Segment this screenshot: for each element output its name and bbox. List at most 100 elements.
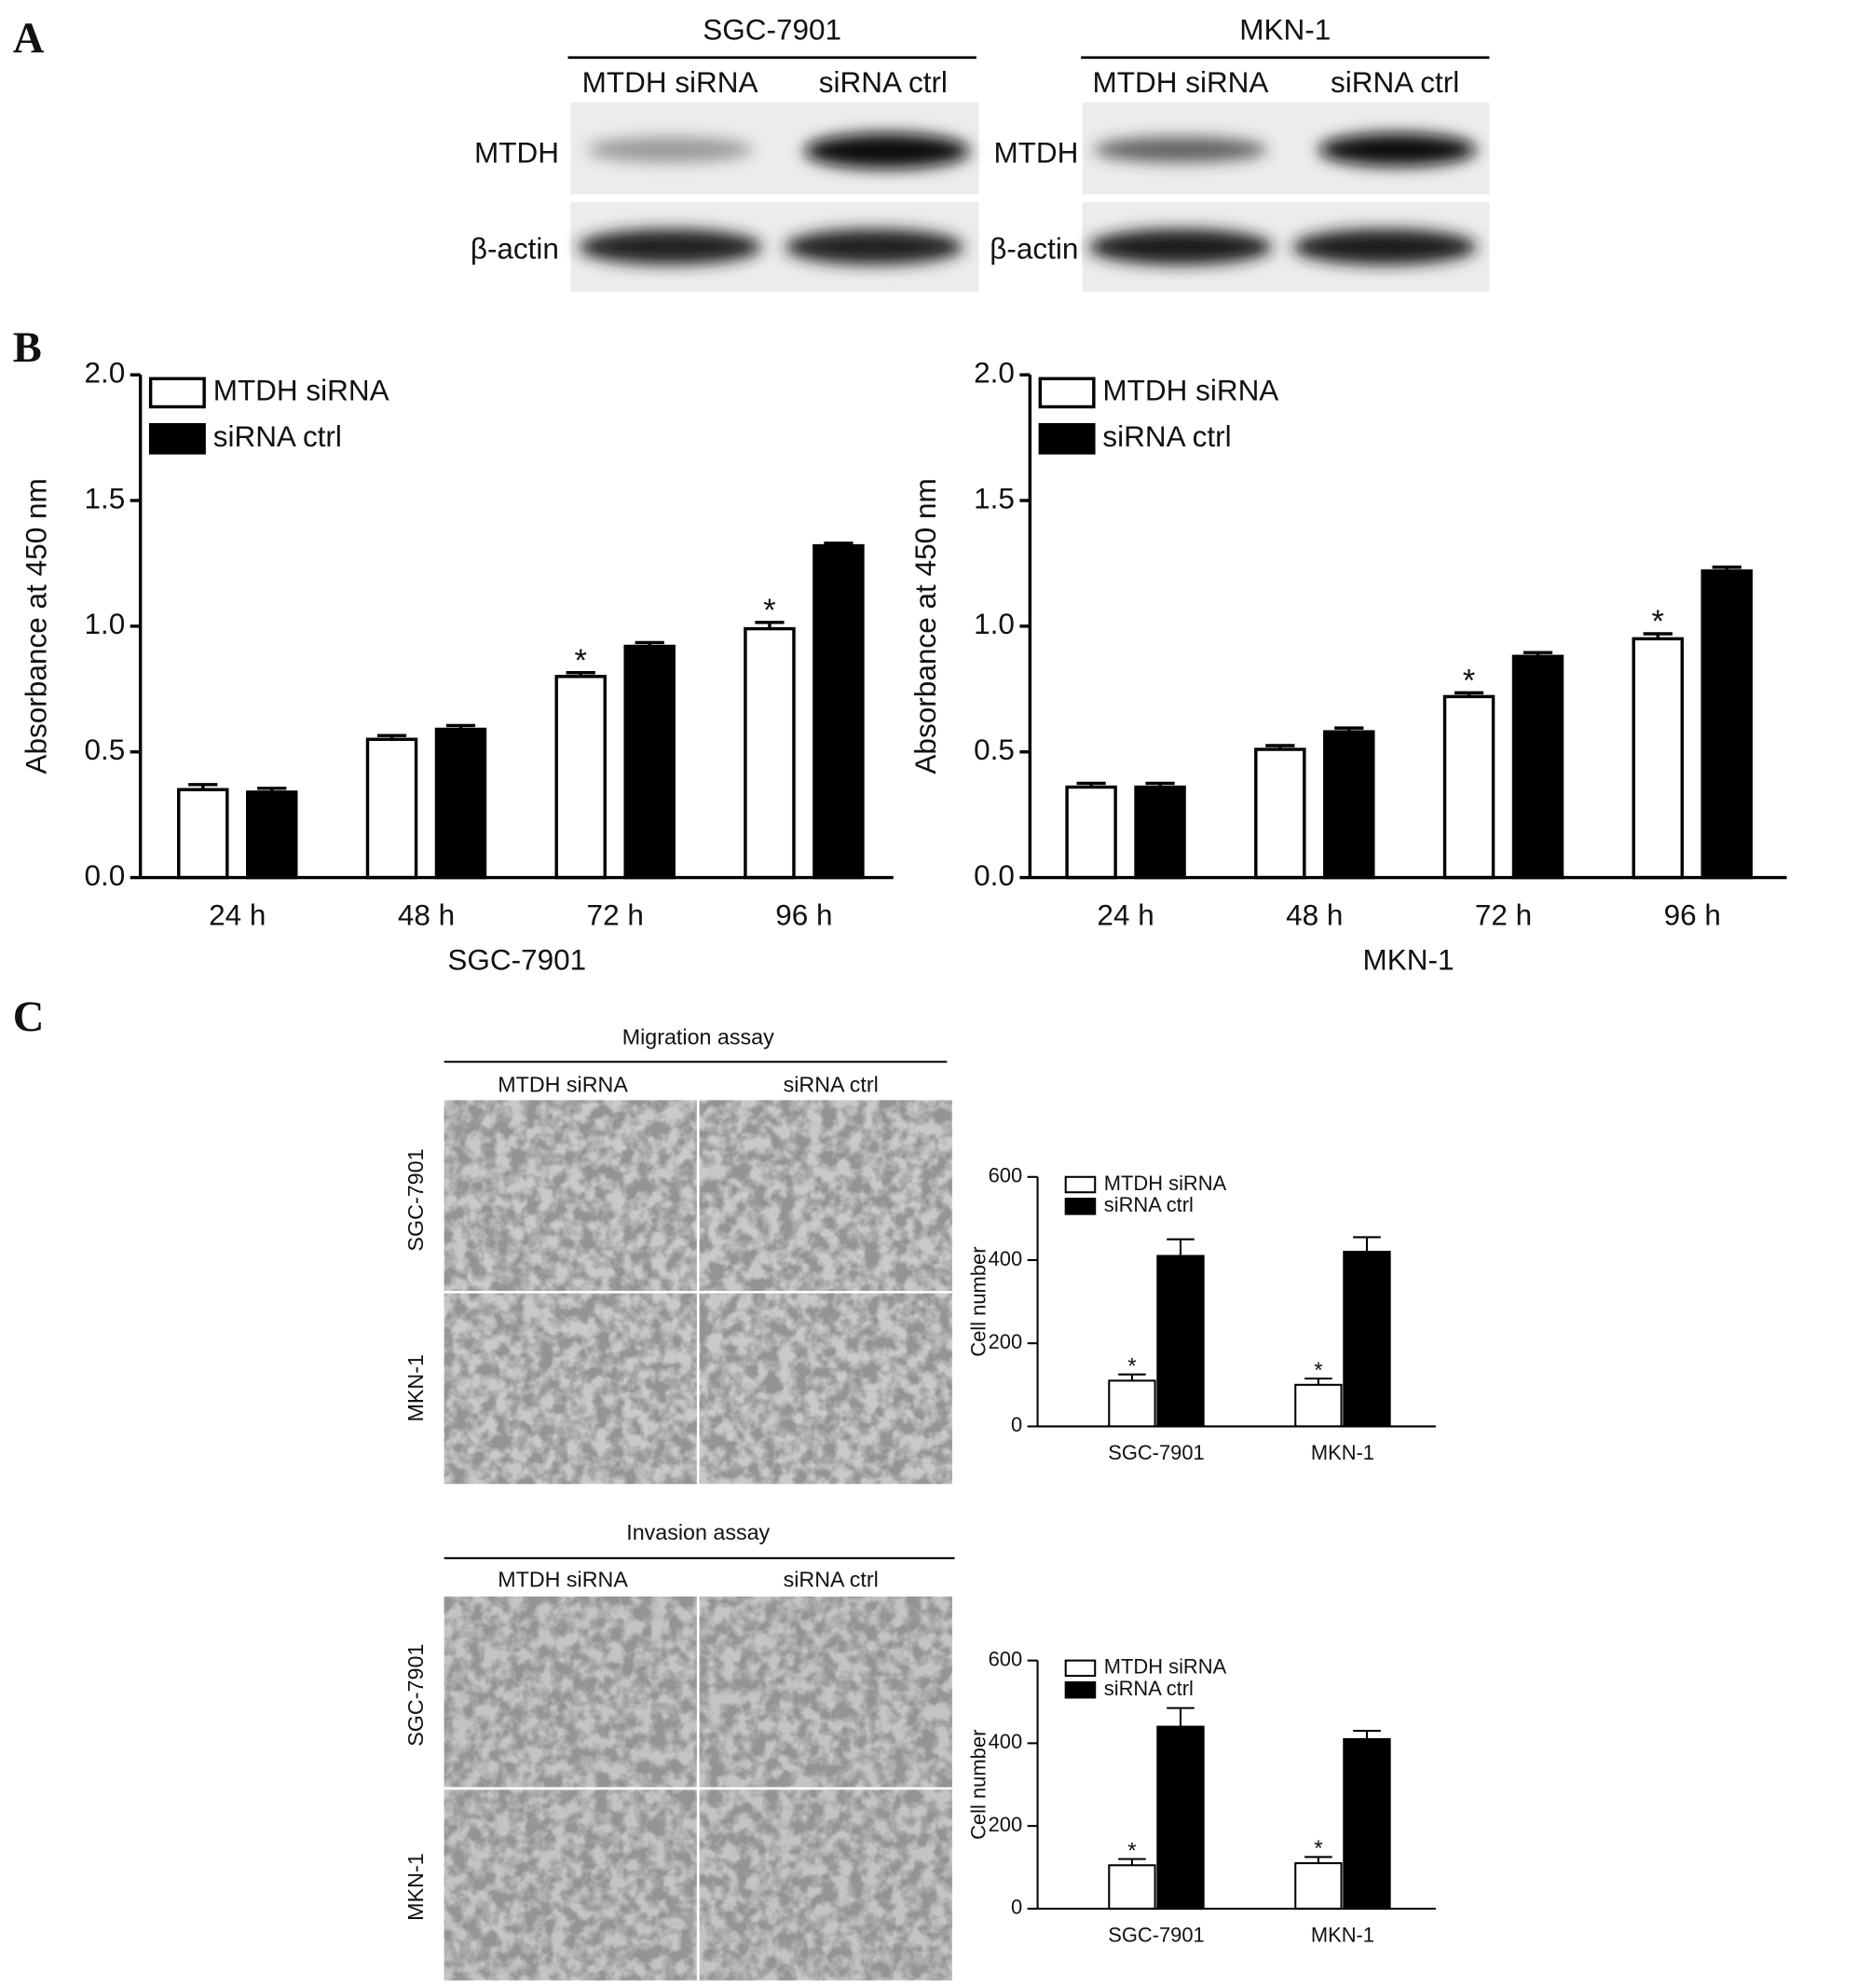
assay-title: Invasion assay — [626, 1520, 770, 1544]
column-label: MTDH siRNA — [582, 65, 758, 99]
band — [587, 136, 754, 163]
bar — [1323, 730, 1375, 880]
bar — [623, 644, 676, 880]
y-tick-label: 200 — [989, 1813, 1023, 1836]
assay-title: Migration assay — [622, 1025, 774, 1049]
panel-letter: A — [13, 14, 45, 62]
significance-marker: * — [763, 593, 775, 628]
y-tick-label: 0 — [1011, 1896, 1022, 1919]
bar — [744, 626, 796, 880]
legend-swatch — [1064, 1680, 1097, 1699]
significance-marker: * — [1314, 1358, 1323, 1383]
y-tick-label: 200 — [989, 1330, 1023, 1353]
y-axis-label: Absorbance at 450 nm — [19, 478, 52, 774]
panel-letter: C — [13, 993, 45, 1041]
bar — [177, 788, 229, 880]
bar — [1254, 747, 1306, 880]
bar — [1294, 1383, 1343, 1428]
significance-marker: * — [1127, 1838, 1137, 1863]
legend-swatch — [148, 377, 206, 409]
western-blot: MKN-1 MTDH siRNA siRNA ctrl MTDH β-actin — [990, 13, 1490, 292]
bar — [1108, 1864, 1156, 1910]
x-tick-label: SGC-7901 — [1108, 1441, 1204, 1464]
x-axis-label: MKN-1 — [1362, 942, 1454, 976]
row-label: β-actin — [990, 231, 1078, 265]
panel-letter: B — [13, 323, 42, 372]
y-tick-label: 0.0 — [974, 858, 1015, 892]
column-label: MTDH siRNA — [1093, 65, 1269, 99]
x-tick-label: MKN-1 — [1311, 1923, 1374, 1946]
legend-label: siRNA ctrl — [213, 419, 342, 453]
legend-swatch — [1064, 1659, 1097, 1678]
row-label: SGC-7901 — [403, 1148, 428, 1251]
y-tick-label: 2.0 — [84, 355, 125, 389]
y-tick-label: 400 — [989, 1730, 1023, 1753]
bar — [1108, 1379, 1156, 1428]
significance-marker: * — [1652, 604, 1664, 639]
x-tick-label: MKN-1 — [1311, 1441, 1374, 1464]
y-tick-label: 1.0 — [974, 607, 1015, 640]
x-tick-label: 96 h — [775, 898, 832, 932]
x-tick-label: 72 h — [587, 898, 644, 932]
bar — [1343, 1251, 1391, 1428]
y-axis-label: Cell number — [967, 1730, 990, 1840]
band — [1093, 136, 1268, 163]
band — [1088, 228, 1273, 266]
column-label: siRNA ctrl — [1331, 65, 1459, 99]
x-tick-label: 72 h — [1475, 898, 1532, 932]
y-tick-label: 600 — [989, 1647, 1023, 1670]
y-axis-label: Cell number — [967, 1246, 990, 1356]
row-label: MTDH — [474, 135, 559, 169]
bar — [1700, 569, 1753, 880]
legend-swatch — [1064, 1198, 1097, 1215]
legend-label: MTDH siRNA — [213, 374, 389, 407]
y-tick-label: 400 — [989, 1247, 1023, 1270]
bar — [1156, 1254, 1205, 1428]
legend-swatch — [1038, 422, 1096, 455]
legend-label: siRNA ctrl — [1104, 1193, 1194, 1216]
x-tick-label: 24 h — [209, 898, 266, 932]
legend-swatch — [1064, 1175, 1097, 1194]
band — [1318, 132, 1477, 167]
row-label: β-actin — [471, 231, 559, 265]
blot-title: MKN-1 — [1239, 13, 1331, 47]
bar — [1156, 1725, 1205, 1910]
significance-marker: * — [1463, 663, 1475, 698]
column-label: siRNA ctrl — [784, 1568, 879, 1592]
x-tick-label: SGC-7901 — [1108, 1923, 1204, 1946]
micrograph-grid: Invasion assay MTDH siRNA siRNA ctrl SGC… — [403, 1520, 955, 1981]
y-tick-label: 0.5 — [974, 733, 1015, 766]
legend-swatch — [148, 422, 206, 455]
significance-marker: * — [1314, 1836, 1323, 1861]
bar — [434, 727, 487, 880]
y-tick-label: 1.0 — [84, 607, 125, 640]
legend-swatch — [1038, 377, 1096, 409]
y-tick-label: 600 — [989, 1164, 1023, 1187]
band — [785, 228, 964, 266]
y-tick-label: 1.5 — [84, 481, 125, 514]
x-axis-label: SGC-7901 — [447, 942, 586, 976]
legend-label: siRNA ctrl — [1102, 419, 1231, 453]
row-label: SGC-7901 — [403, 1644, 428, 1747]
x-tick-label: 48 h — [398, 898, 455, 932]
column-label: siRNA ctrl — [784, 1072, 879, 1096]
x-tick-label: 48 h — [1286, 898, 1343, 932]
band — [1292, 228, 1477, 266]
column-label: siRNA ctrl — [819, 65, 948, 99]
bar — [1343, 1737, 1391, 1910]
row-label: MKN-1 — [403, 1853, 428, 1921]
bar — [1065, 785, 1117, 880]
bar — [1632, 637, 1684, 880]
band — [578, 228, 762, 266]
x-tick-label: 24 h — [1097, 898, 1154, 932]
micrograph-grid: Migration assay MTDH siRNA siRNA ctrl SG… — [403, 1025, 952, 1485]
bar — [1294, 1862, 1343, 1910]
significance-marker: * — [574, 643, 586, 679]
western-blot: SGC-7901 MTDH siRNA siRNA ctrl MTDH β-ac… — [471, 13, 979, 292]
y-tick-label: 0 — [1011, 1413, 1022, 1436]
y-tick-label: 2.0 — [974, 355, 1015, 389]
bar — [246, 790, 298, 880]
blot-title: SGC-7901 — [703, 13, 841, 47]
